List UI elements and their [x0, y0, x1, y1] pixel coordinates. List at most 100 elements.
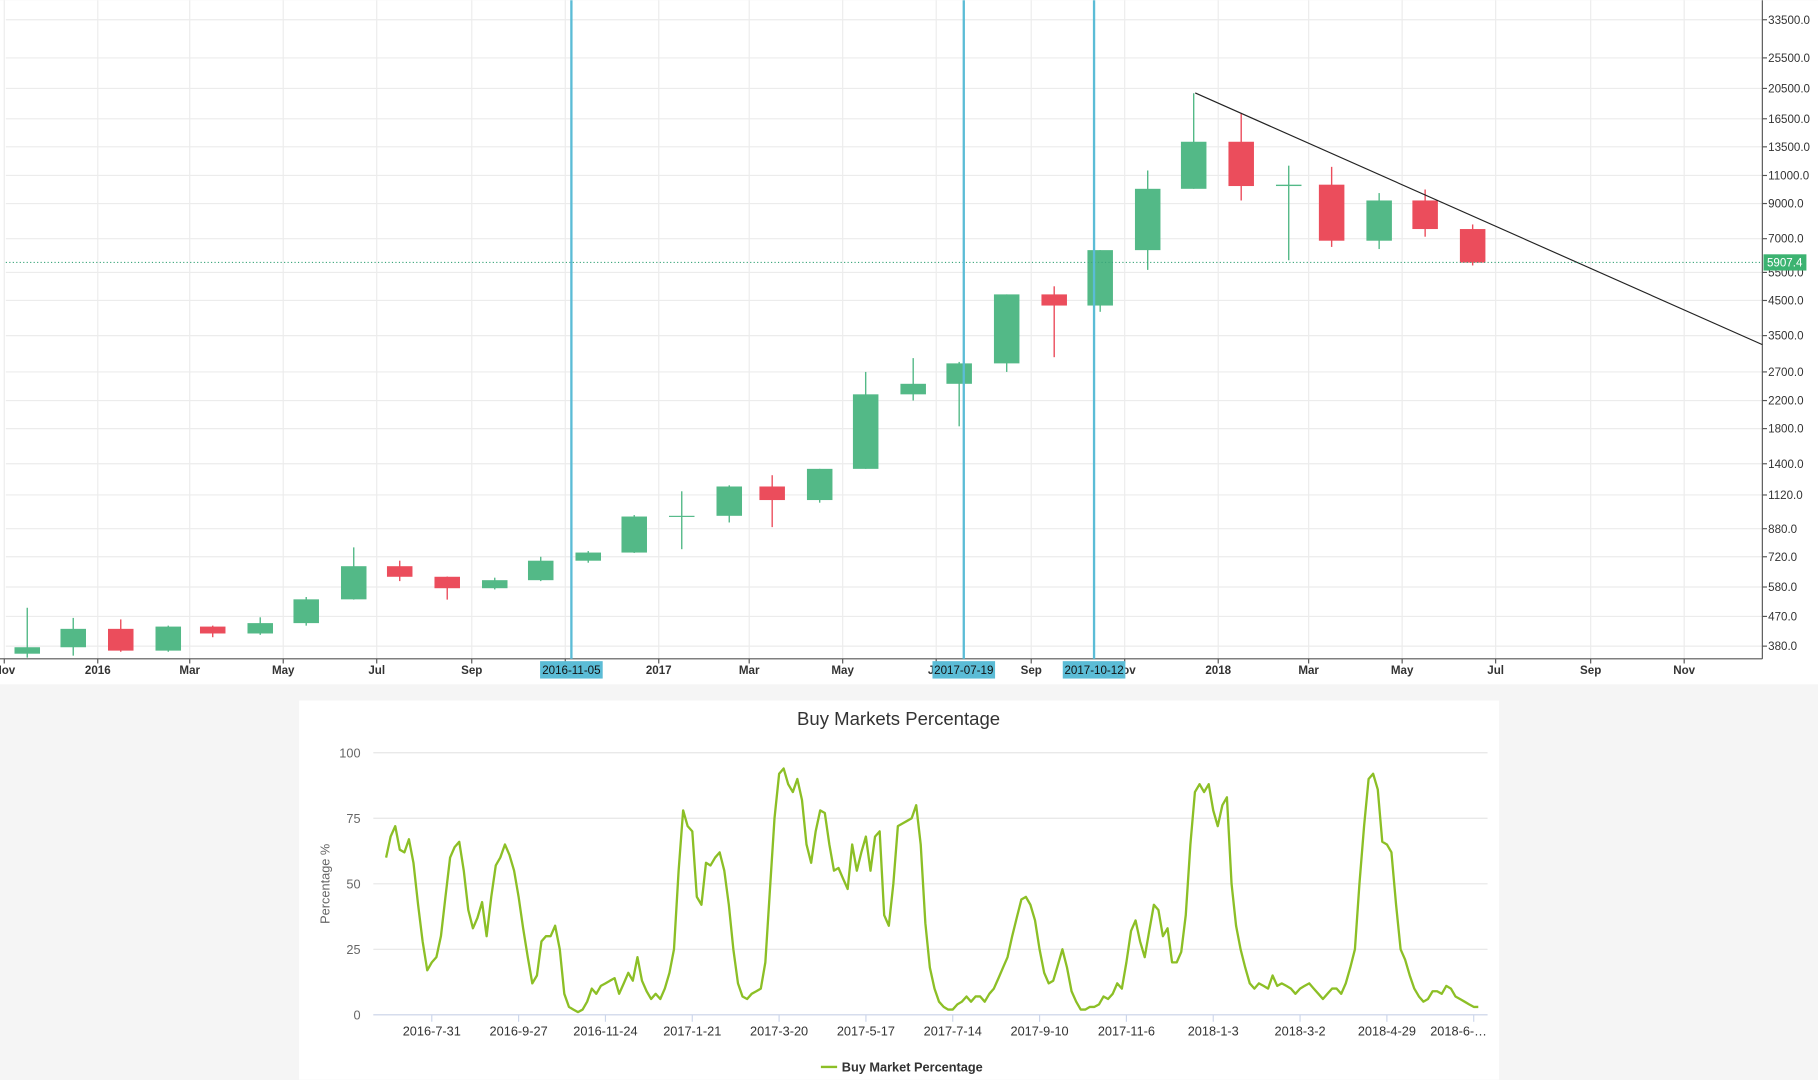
- price-chart: 380.0 470.0 580.0 720.0 880.0 1120.0 1400.0 180…: [0, 0, 1810, 679]
- candle-body: [946, 363, 972, 384]
- date-marker-box: [932, 661, 996, 679]
- x-tick-label: 2017-11-6: [1098, 1024, 1155, 1039]
- y-axis-title: Percentage %: [317, 844, 332, 924]
- y-tick-label: 2200.0: [1768, 396, 1803, 408]
- x-tick-label: Sep: [1021, 665, 1042, 677]
- candle-body: [14, 647, 41, 654]
- candle-body: [1459, 229, 1486, 263]
- last-price-label: 5907.4: [1767, 257, 1803, 269]
- y-tick-label: 3500.0: [1768, 331, 1803, 343]
- date-marker-label: 2016-11-05: [542, 665, 600, 677]
- candle-body: [1180, 141, 1207, 189]
- y-tick-label: 20500.0: [1768, 83, 1810, 95]
- y-tick-label: 13500.0: [1768, 142, 1810, 154]
- date-marker-box: [540, 661, 603, 679]
- y-tick-label: 9000.0: [1768, 199, 1803, 211]
- candle-body: [1412, 200, 1438, 230]
- x-tick-label: 2018-1-3: [1188, 1024, 1239, 1039]
- x-tick-label: 2017-1-21: [663, 1024, 721, 1039]
- x-tick-label: 2018-6-…: [1430, 1024, 1487, 1039]
- x-tick-label: Sep: [1580, 665, 1601, 677]
- x-tick-label: Jul: [1487, 665, 1504, 677]
- y-tick-label: 16500.0: [1768, 114, 1810, 126]
- candle-body: [1087, 250, 1113, 306]
- candle-body: [60, 628, 86, 648]
- x-tick-label: May: [831, 665, 854, 677]
- x-tick-label: 2016: [85, 665, 111, 677]
- y-tick-label: 720.0: [1768, 552, 1797, 564]
- x-tick-label: 2017-3-20: [750, 1024, 808, 1039]
- candle-body: [575, 552, 602, 561]
- y-tick-label: 4500.0: [1768, 296, 1803, 308]
- candle-body: [199, 626, 226, 634]
- candle-body: [1275, 184, 1302, 187]
- y-tick-label: 33500.0: [1768, 15, 1810, 27]
- chart-title: Buy Markets Percentage: [797, 708, 1000, 729]
- y-tick-label: 1400.0: [1768, 459, 1803, 471]
- x-tick-label: Nov: [0, 665, 16, 677]
- buy-panel: [299, 700, 1500, 1080]
- y-tick-label: 11000.0: [1768, 171, 1809, 183]
- x-tick-label: 2018: [1205, 665, 1231, 677]
- y-tick-label: 25: [346, 942, 360, 957]
- candle-body: [852, 394, 879, 469]
- x-tick-label: Sep: [461, 665, 482, 677]
- y-tick-label: 380.0: [1768, 641, 1797, 653]
- candle-body: [668, 515, 695, 517]
- x-tick-label: 2018-3-2: [1275, 1024, 1326, 1039]
- x-tick-label: Nov: [1673, 665, 1695, 677]
- candle-body: [108, 628, 134, 651]
- y-tick-label: 100: [339, 745, 360, 760]
- x-tick-label: 2017-5-17: [837, 1024, 895, 1039]
- candle-body: [1228, 141, 1254, 187]
- x-tick-label: 2016-7-31: [403, 1024, 461, 1039]
- x-tick-label: May: [1391, 665, 1414, 677]
- y-tick-label: 7000.0: [1768, 234, 1803, 246]
- line-series: [384, 767, 1479, 1014]
- date-marker-label: 2017-07-19: [934, 665, 993, 677]
- candle-body: [293, 599, 319, 624]
- y-tick-label: 1120.0: [1768, 490, 1803, 502]
- candle-body: [1041, 294, 1067, 306]
- y-tick-label: 75: [346, 811, 360, 826]
- x-tick-label: 2016-11-24: [573, 1024, 637, 1039]
- candle-body: [155, 626, 182, 651]
- y-tick-label: 2700.0: [1768, 367, 1803, 379]
- x-tick-label: 2017: [646, 665, 672, 677]
- x-tick-label: May: [272, 665, 295, 677]
- last-price-box: [1763, 254, 1807, 271]
- candle-body: [481, 580, 508, 589]
- y-tick-label: 580.0: [1768, 582, 1797, 594]
- price-panel: [0, 0, 1818, 684]
- candle-body: [759, 486, 785, 501]
- candle-body: [621, 516, 647, 553]
- y-tick-label: 0: [353, 1007, 360, 1022]
- x-tick-label: 2016-9-27: [490, 1024, 548, 1039]
- buy-chart: Buy Markets Percentage Percentage % 0 25 5…: [317, 708, 1488, 1075]
- candle-body: [1134, 188, 1161, 251]
- candle-body: [900, 383, 926, 395]
- legend-label: Buy Market Percentage: [842, 1060, 983, 1075]
- candle-body: [247, 623, 273, 634]
- candle-body: [527, 560, 554, 581]
- x-tick-label: Jul: [368, 665, 385, 677]
- candle-body: [434, 576, 460, 589]
- trend-line: [1194, 92, 1763, 346]
- x-tick-label: 2017-7-14: [924, 1024, 982, 1039]
- date-marker-box: [1062, 661, 1126, 679]
- candle-body: [716, 486, 743, 516]
- y-tick-label: 470.0: [1768, 611, 1797, 623]
- candle-body: [1318, 184, 1345, 241]
- candle-body: [1366, 200, 1392, 241]
- x-tick-label: Mar: [739, 665, 760, 677]
- y-tick-label: 1800.0: [1768, 424, 1803, 436]
- date-marker-label: 2017-10-12: [1064, 665, 1123, 677]
- y-tick-label: 25500.0: [1768, 53, 1810, 65]
- x-tick-label: Mar: [1298, 665, 1319, 677]
- candle-body: [993, 294, 1020, 364]
- x-tick-label: 2017-9-10: [1011, 1024, 1069, 1039]
- candle-body: [386, 566, 413, 577]
- x-tick-label: Mar: [179, 665, 200, 677]
